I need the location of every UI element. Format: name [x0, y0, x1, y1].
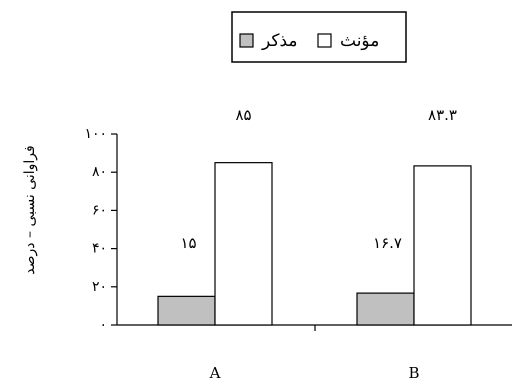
y-tick-label-60: ۶۰	[92, 202, 107, 218]
y-tick-label-80: ۸۰	[92, 164, 107, 180]
y-axis-label: فراوانی نسبی – درصد	[22, 145, 38, 274]
y-tick-label-20: ۲۰	[92, 279, 107, 295]
legend-swatch-male	[239, 33, 254, 48]
plot-area: ۰ ۲۰ ۴۰ ۶۰ ۸۰ ۱۰۰ ۱۵ ۸۵ A ۱۶.۷ ۸۳.۳ B	[84, 106, 512, 382]
bar-B-female	[413, 165, 472, 326]
bar-A-female	[214, 162, 273, 326]
x-tick-label-A: A	[209, 364, 221, 382]
data-label-A-male: ۱۵	[180, 234, 196, 252]
legend-label-female: مؤنث	[340, 31, 379, 51]
data-label-B-male: ۱۶.۷	[373, 234, 402, 252]
data-label-A-female: ۸۵	[235, 106, 251, 124]
legend-swatch-female	[317, 33, 332, 48]
bar-A-male	[157, 295, 216, 326]
legend: مذکر مؤنث	[231, 11, 407, 63]
y-tick-label-100: ۱۰۰	[84, 126, 107, 142]
bar-B-male	[356, 292, 415, 326]
legend-label-male: مذکر	[261, 31, 298, 51]
y-tick-label-40: ۴۰	[92, 241, 107, 257]
y-tick-label-0: ۰	[99, 317, 107, 333]
data-label-B-female: ۸۳.۳	[428, 106, 457, 124]
x-tick-label-B: B	[408, 364, 419, 382]
